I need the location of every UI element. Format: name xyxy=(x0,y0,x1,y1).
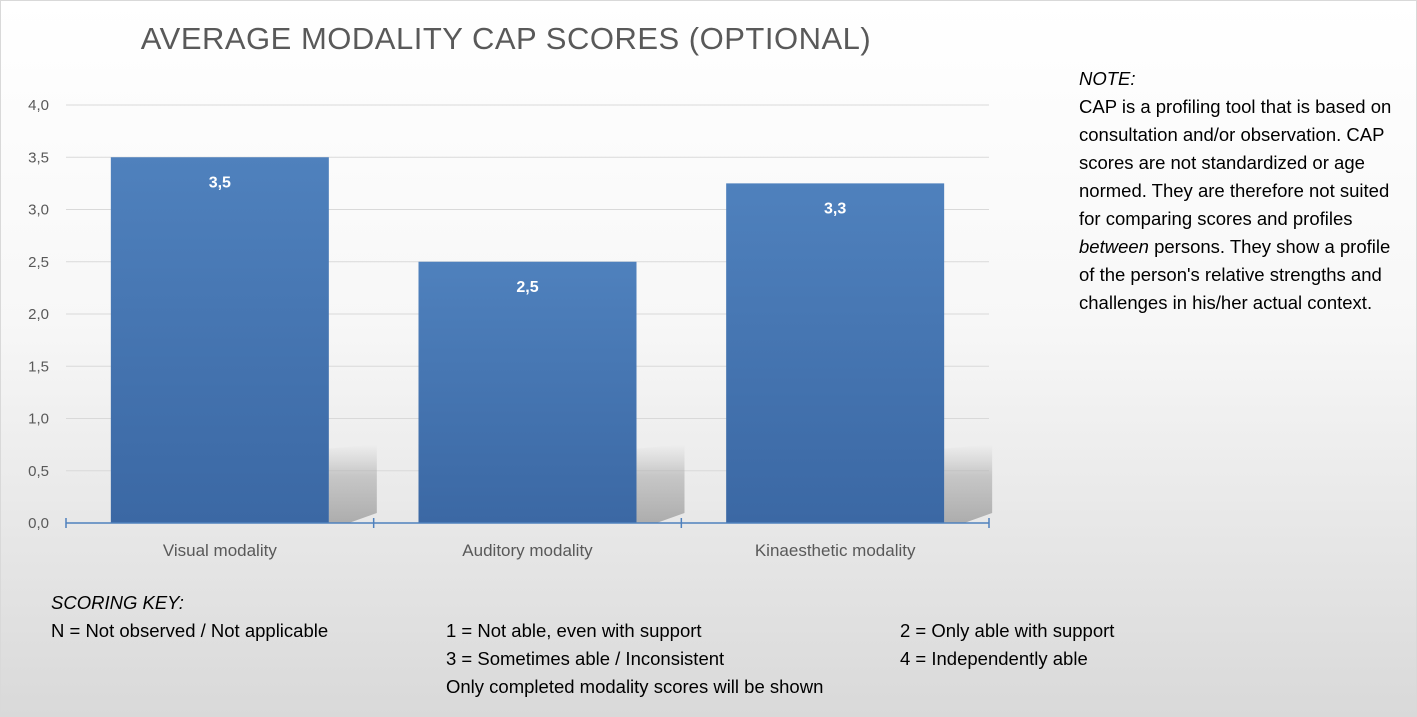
y-tick-label: 1,0 xyxy=(28,411,49,428)
y-tick-label: 0,0 xyxy=(28,515,49,532)
note-text-2: persons. They show a profile of the pers… xyxy=(1079,236,1391,313)
y-tick-label: 2,0 xyxy=(28,306,49,323)
bar xyxy=(726,183,945,523)
labels: 0,0 0,5 1,0 1,5 2,0 2,5 3,0 3,5 4,0 3,5 Visual mod… xyxy=(28,97,916,560)
bar-data-label: 3,5 xyxy=(209,174,231,191)
y-tick-label: 2,5 xyxy=(28,254,49,271)
bar xyxy=(418,261,637,523)
y-tick-label: 3,0 xyxy=(28,202,49,219)
y-tick-label: 0,5 xyxy=(28,463,49,480)
y-tick-label: 1,5 xyxy=(28,358,49,375)
bar-data-label: 3,3 xyxy=(824,200,846,217)
x-tick-label: Kinaesthetic modality xyxy=(755,541,916,560)
note-heading: NOTE: xyxy=(1079,68,1136,89)
note-text-1: CAP is a profiling tool that is based on… xyxy=(1079,96,1392,229)
note-body: CAP is a profiling tool that is based on… xyxy=(1079,93,1399,317)
y-tick-label: 3,5 xyxy=(28,149,49,166)
note-panel: NOTE: CAP is a profiling tool that is ba… xyxy=(1079,65,1399,317)
bar xyxy=(110,157,329,523)
bar-data-label: 2,5 xyxy=(516,279,538,296)
axes xyxy=(65,518,990,528)
bars xyxy=(110,157,945,523)
bar-shadow xyxy=(636,444,685,523)
bar-shadow xyxy=(944,444,993,523)
chart-title: AVERAGE MODALITY CAP SCORES (OPTIONAL) xyxy=(140,21,872,56)
x-tick-label: Visual modality xyxy=(163,541,278,560)
note-emphasis: between xyxy=(1079,236,1149,257)
bar-shadows xyxy=(328,444,993,523)
x-tick-label: Auditory modality xyxy=(462,541,593,560)
y-tick-label: 4,0 xyxy=(28,97,49,114)
bar-shadow xyxy=(328,444,377,523)
